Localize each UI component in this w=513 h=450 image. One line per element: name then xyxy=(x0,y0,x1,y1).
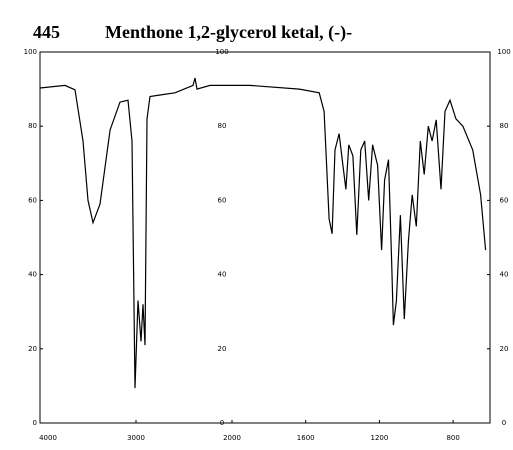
y-tick-label: 60 xyxy=(500,196,509,204)
spectrum-number: 445 xyxy=(33,22,60,42)
x-tick-label: 800 xyxy=(446,434,459,442)
y-tick-label: 80 xyxy=(218,122,227,130)
x-tick-label: 1600 xyxy=(297,434,315,442)
y-tick-label: 100 xyxy=(24,48,37,56)
y-tick-label: 80 xyxy=(28,122,37,130)
y-tick-label: 0 xyxy=(33,419,37,427)
y-tick-label: 20 xyxy=(218,345,227,353)
y-tick-label: 0 xyxy=(502,419,506,427)
chart-title: Menthone 1,2-glycerol ketal, (-)- xyxy=(105,22,352,43)
x-tick-label: 1200 xyxy=(371,434,389,442)
y-tick-label: 40 xyxy=(500,271,509,279)
y-tick-label: 80 xyxy=(500,122,509,130)
y-tick-label: 100 xyxy=(215,48,228,56)
y-tick-label: 20 xyxy=(28,345,37,353)
y-tick-label: 40 xyxy=(218,271,227,279)
y-tick-label: 40 xyxy=(28,271,37,279)
y-tick-label: 60 xyxy=(28,196,37,204)
x-tick-label: 3000 xyxy=(127,434,145,442)
spectrum-line xyxy=(39,77,487,389)
plot-frame xyxy=(39,51,491,424)
y-tick-label: 0 xyxy=(220,419,224,427)
y-tick-label: 60 xyxy=(218,196,227,204)
x-tick-label: 4000 xyxy=(39,434,57,442)
y-tick-label: 20 xyxy=(500,345,509,353)
y-tick-label: 100 xyxy=(497,48,510,56)
x-tick-label: 2000 xyxy=(223,434,241,442)
